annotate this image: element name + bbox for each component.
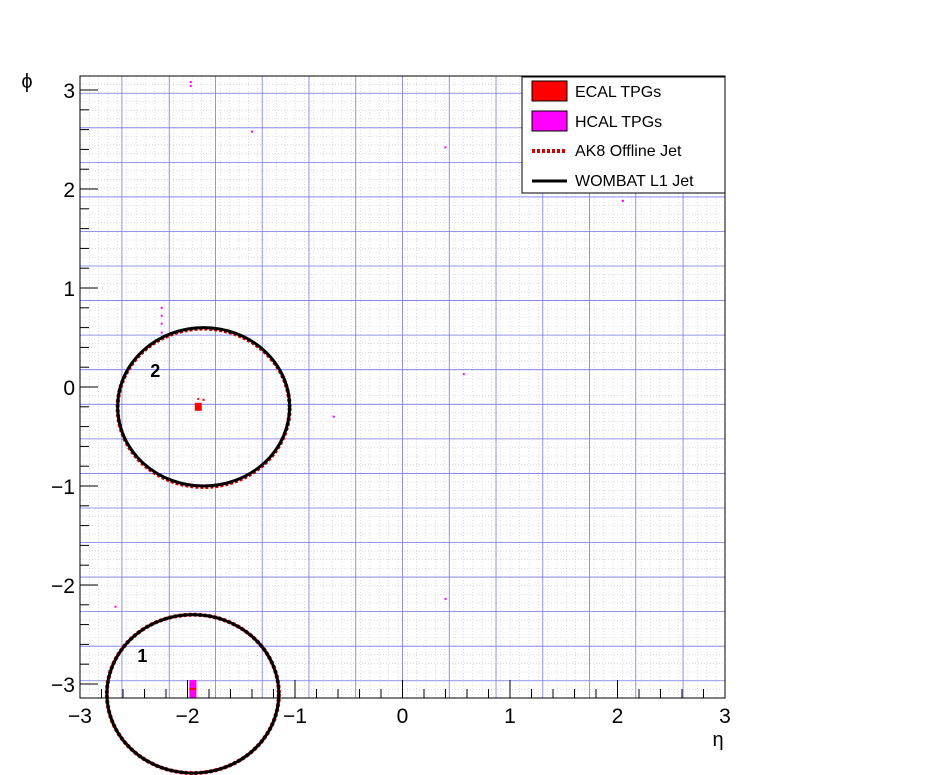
legend-swatch-ecal [531,80,568,102]
hcal-tpg-cell [160,331,163,334]
y-tick-label: 1 [63,278,75,301]
legend-label-wombat: WOMBAT L1 Jet [575,173,694,190]
ecal-tpg-cell [197,397,200,400]
wombat-l1-jet-circle [116,326,292,488]
hcal-tpg-cell [332,415,335,418]
legend-label-ecal: ECAL TPGs [575,84,661,101]
hcal-tpg-cell [444,597,447,600]
hcal-tpg-cell [444,146,447,149]
jet-labels: 21 [137,361,160,666]
y-tick-label: −3 [51,674,75,697]
axis-ticks [79,89,726,698]
x-tick-label: 2 [612,705,624,728]
hcal-tpg-cell [462,373,465,376]
jet-layer [104,326,292,775]
legend: ECAL TPGs HCAL TPGs AK8 Offline Jet WOMB… [521,76,726,194]
hcal-tpg-cell [189,689,197,698]
jet-label: 1 [137,646,147,666]
y-axis-label: ϕ [21,71,32,93]
hcal-tpg-cell [160,306,163,309]
legend-swatch-hcal [531,110,568,132]
y-tick-label: 0 [63,377,75,400]
x-tick-label: −2 [176,705,200,728]
y-tick-label: −2 [51,575,75,598]
tick-labels: −3 −2 −1 0 1 2 3 −3 −2 −1 0 1 2 3 [51,80,731,728]
hcal-tpg-cell [189,679,197,688]
tpg-layer [114,81,624,698]
x-tick-label: 1 [504,705,516,728]
y-tick-label: 2 [63,179,75,202]
x-tick-label: −3 [68,705,92,728]
hcal-tpg-cell [160,314,163,317]
hcal-tpg-cell [160,322,163,325]
hcal-tpg-cell [114,605,117,608]
hcal-tpg-cell [251,130,253,133]
hcal-tpg-cell [189,81,192,84]
hcal-tpg-cell [189,85,192,88]
x-tick-label: 3 [719,705,731,728]
ecal-tpg-cell [189,684,197,693]
ecal-tpg-cell [202,398,205,401]
ecal-tpg-cell [194,402,202,411]
legend-label-hcal: HCAL TPGs [575,114,662,131]
hcal-tpg-cell [621,199,624,202]
plot-frame [79,75,726,699]
x-tick-label: 0 [397,705,409,728]
y-tick-label: −1 [51,476,75,499]
legend-label-ak8: AK8 Offline Jet [575,143,682,160]
x-axis-label: η [712,729,723,751]
jet-label: 2 [150,361,160,381]
wombat-l1-jet-circle [105,613,281,775]
y-tick-label: 3 [63,80,75,103]
x-tick-label: −1 [283,705,307,728]
